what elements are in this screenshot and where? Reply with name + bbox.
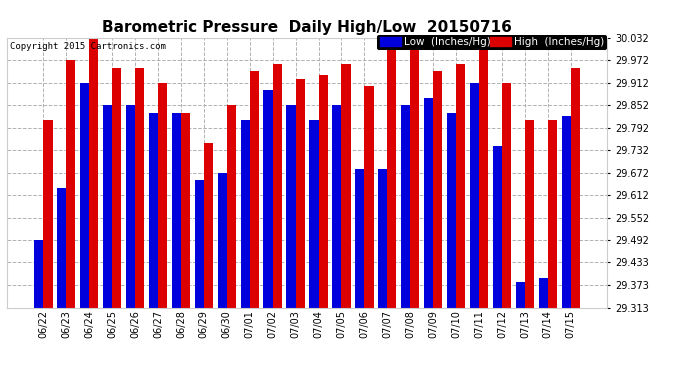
Text: Copyright 2015 Cartronics.com: Copyright 2015 Cartronics.com: [10, 42, 166, 51]
Bar: [195, 180, 204, 308]
Bar: [66, 60, 75, 308]
Bar: [250, 71, 259, 308]
Legend: Low  (Inches/Hg), High  (Inches/Hg): Low (Inches/Hg), High (Inches/Hg): [377, 35, 607, 50]
Bar: [411, 34, 420, 308]
Bar: [149, 112, 158, 308]
Bar: [89, 38, 99, 308]
Bar: [433, 71, 442, 308]
Bar: [447, 112, 456, 308]
Bar: [493, 146, 502, 308]
Bar: [264, 90, 273, 308]
Bar: [479, 38, 489, 308]
Bar: [273, 64, 282, 308]
Bar: [158, 82, 167, 308]
Bar: [309, 120, 319, 308]
Bar: [342, 64, 351, 308]
Bar: [387, 45, 397, 308]
Bar: [364, 86, 373, 308]
Bar: [34, 240, 43, 308]
Bar: [333, 105, 342, 308]
Bar: [424, 98, 433, 308]
Bar: [548, 120, 557, 308]
Bar: [181, 112, 190, 308]
Bar: [241, 120, 250, 308]
Bar: [135, 68, 144, 308]
Bar: [539, 278, 548, 308]
Bar: [204, 142, 213, 308]
Bar: [571, 68, 580, 308]
Bar: [227, 105, 236, 308]
Title: Barometric Pressure  Daily High/Low  20150716: Barometric Pressure Daily High/Low 20150…: [102, 20, 512, 35]
Bar: [502, 82, 511, 308]
Bar: [217, 173, 227, 308]
Bar: [401, 105, 411, 308]
Bar: [43, 120, 52, 308]
Bar: [103, 105, 112, 308]
Bar: [112, 68, 121, 308]
Bar: [515, 282, 525, 308]
Bar: [378, 169, 387, 308]
Bar: [126, 105, 135, 308]
Bar: [319, 75, 328, 307]
Bar: [295, 79, 305, 308]
Bar: [57, 188, 66, 308]
Bar: [286, 105, 295, 308]
Bar: [172, 112, 181, 308]
Bar: [562, 116, 571, 308]
Bar: [470, 82, 479, 308]
Bar: [80, 82, 89, 308]
Bar: [456, 64, 465, 308]
Bar: [525, 120, 534, 308]
Bar: [355, 169, 364, 308]
